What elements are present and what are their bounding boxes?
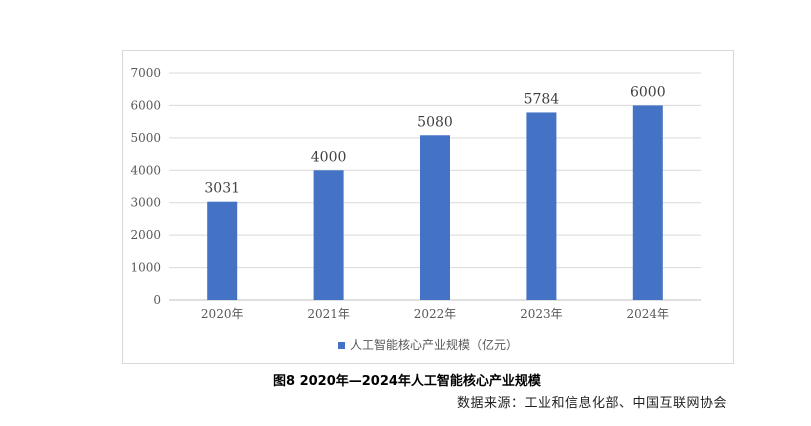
y-tick-label: 2000	[130, 228, 161, 242]
x-tick-label: 2023年	[520, 307, 563, 321]
chart-frame: 0 1000 2000 3000 4000 5000 6000 7000 3031 2020年 40…	[122, 50, 734, 364]
data-label: 6000	[630, 84, 666, 100]
y-tick-label: 3000	[130, 196, 161, 210]
data-label: 3031	[204, 181, 240, 197]
y-tick-label: 1000	[130, 261, 161, 275]
x-tick-label: 2024年	[627, 307, 670, 321]
bar	[313, 170, 344, 300]
data-label: 4000	[311, 149, 347, 165]
data-label: 5784	[524, 91, 560, 107]
y-tick-label: 4000	[130, 163, 161, 177]
legend-swatch	[337, 342, 345, 349]
figure-caption: 图8 2020年—2024年人工智能核心产业规模	[273, 374, 541, 389]
bar	[207, 201, 238, 300]
legend-label: 人工智能核心产业规模（亿元）	[349, 338, 518, 352]
y-tick-label: 5000	[130, 131, 161, 145]
y-tick-label: 7000	[130, 66, 161, 80]
data-label: 5080	[417, 114, 453, 130]
bar-chart: 0 1000 2000 3000 4000 5000 6000 7000 3031 2020年 40…	[130, 66, 701, 321]
bar	[632, 105, 663, 300]
data-source: 数据来源：工业和信息化部、中国互联网协会	[456, 396, 727, 411]
legend: 人工智能核心产业规模（亿元）	[123, 336, 733, 353]
x-tick-label: 2020年	[201, 307, 244, 321]
x-tick-label: 2021年	[307, 307, 350, 321]
y-tick-label: 0	[153, 293, 161, 307]
x-tick-label: 2022年	[414, 307, 457, 321]
bar	[420, 135, 450, 300]
y-tick-label: 6000	[130, 98, 161, 112]
bar	[526, 112, 557, 301]
